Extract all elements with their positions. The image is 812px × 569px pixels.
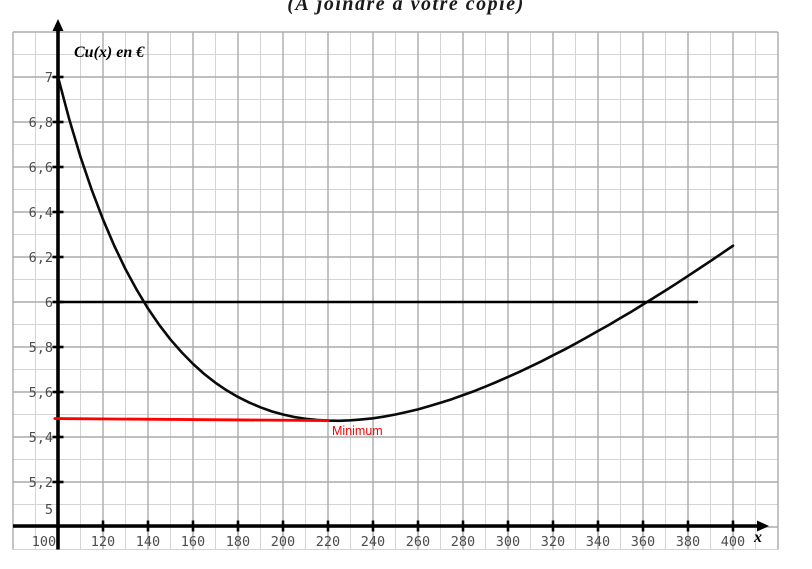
- x-tick-label: 280: [451, 534, 475, 550]
- tick-labels: 100 120 140 160 180 200 220 240 260 280 300 320 340 3…: [29, 70, 746, 550]
- y-tick-label: 6,6: [29, 160, 53, 176]
- minimum-tangent-line: [53, 417, 330, 422]
- axes: [13, 19, 769, 550]
- y-tick-label: 6,2: [29, 250, 53, 266]
- figure-title: (À joindre à votre copie): [287, 0, 525, 15]
- x-tick-label: 240: [361, 534, 385, 550]
- x-tick-label: 400: [721, 534, 745, 550]
- x-tick-label: 200: [271, 534, 295, 550]
- y-tick-label: 6: [45, 295, 53, 311]
- y-axis-arrow: [52, 19, 64, 31]
- x-tick-label: 120: [91, 534, 115, 550]
- y-tick-label: 5,6: [29, 385, 53, 401]
- y-tick-label: 7: [45, 70, 53, 86]
- x-tick-label: 100: [32, 534, 56, 550]
- average-cost-curve: [56, 75, 735, 423]
- y-tick-label: 5: [45, 502, 53, 518]
- x-tick-label: 220: [316, 534, 340, 550]
- y-axis-title: Cu(x) en €: [74, 44, 145, 61]
- y-tick-label: 5,2: [29, 475, 53, 491]
- tick-marks: [52, 75, 735, 532]
- y-tick-label: 5,4: [29, 430, 53, 446]
- x-tick-label: 160: [181, 534, 205, 550]
- minimum-annotation: Minimum: [332, 424, 383, 438]
- x-tick-label: 140: [136, 534, 160, 550]
- x-axis-arrow: [757, 520, 769, 532]
- y-tick-label: 6,4: [29, 205, 53, 221]
- grid-minor-lines: [13, 32, 778, 550]
- x-tick-label: 180: [226, 534, 250, 550]
- x-tick-label: 340: [586, 534, 610, 550]
- x-tick-label: 360: [631, 534, 655, 550]
- x-tick-label: 260: [406, 534, 430, 550]
- data-series: [53, 75, 735, 423]
- x-tick-label: 380: [676, 534, 700, 550]
- y-tick-label: 6,8: [29, 115, 53, 131]
- x-tick-label: 300: [496, 534, 520, 550]
- x-tick-label: 320: [541, 534, 565, 550]
- y-tick-label: 5,8: [29, 340, 53, 356]
- x-axis-label: x: [754, 529, 762, 546]
